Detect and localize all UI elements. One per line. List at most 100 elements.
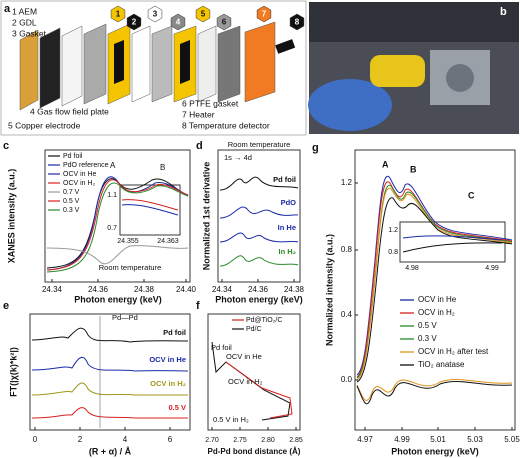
axis-label: Pd-Pd bond distance (Å) bbox=[208, 447, 301, 456]
plate bbox=[83, 23, 107, 105]
x-tick-label: 2.75 bbox=[233, 437, 247, 444]
inset-tick-label: 0.8 bbox=[388, 249, 398, 256]
point-label: Pd foil bbox=[211, 343, 232, 352]
panel-label: g bbox=[312, 142, 319, 154]
curve-label: Pd foil bbox=[163, 328, 186, 337]
x-tick-label: 4.99 bbox=[394, 435, 410, 444]
legend-item: 0.3 V bbox=[418, 334, 437, 343]
peak-label: A bbox=[110, 161, 116, 170]
axis-label: FT(|χ(k)*k²|) bbox=[8, 347, 18, 397]
legend-item: OCV in H₂ bbox=[418, 308, 455, 317]
curve-label: In He bbox=[278, 223, 296, 232]
legend-item: 0.7 V bbox=[63, 189, 80, 196]
x-tick-label: 6 bbox=[168, 435, 173, 444]
legend-item: 7 Heater bbox=[182, 109, 215, 119]
curve bbox=[31, 327, 189, 343]
peak-label: A bbox=[382, 159, 389, 169]
note: 1s → 4d bbox=[224, 153, 252, 162]
inset-tick-label: 24.355 bbox=[117, 238, 139, 245]
number-badge bbox=[216, 13, 232, 31]
x-tick-label: 2.70 bbox=[205, 437, 219, 444]
legend-item: 2 GDL bbox=[12, 17, 37, 27]
panel-label: b bbox=[500, 6, 507, 18]
x-tick-label: 4.97 bbox=[357, 435, 373, 444]
axes-e bbox=[29, 313, 191, 431]
panel-label: c bbox=[3, 140, 9, 152]
legend-item: OCV in He bbox=[418, 295, 457, 304]
note: Room temperature bbox=[228, 140, 291, 149]
plate bbox=[131, 25, 151, 103]
x-tick-label: 24.34 bbox=[42, 285, 63, 294]
axis-label: Photon energy (keV) bbox=[215, 294, 303, 304]
cell-stack bbox=[19, 21, 296, 111]
curve bbox=[356, 197, 513, 383]
legend-item: OCV in He bbox=[63, 171, 97, 178]
inset-tick-label: 4.99 bbox=[485, 265, 499, 272]
photo-shadow bbox=[309, 2, 519, 42]
badge-number: 6 bbox=[222, 18, 227, 27]
pd-c-path bbox=[211, 341, 291, 421]
inset-tick-label: 1.1 bbox=[107, 192, 117, 199]
curve bbox=[356, 379, 513, 401]
number-badge bbox=[170, 13, 186, 31]
curves-g bbox=[356, 175, 513, 405]
curve bbox=[219, 206, 299, 219]
axes-c bbox=[44, 149, 191, 283]
x-tick-label: 2 bbox=[78, 435, 83, 444]
detector bbox=[275, 39, 296, 54]
curve bbox=[31, 356, 189, 372]
x-tick-label: 2.80 bbox=[261, 437, 275, 444]
legend-item: OCV in H₂ bbox=[63, 180, 96, 187]
note: Pd—Pd bbox=[112, 313, 138, 322]
badge-number: 1 bbox=[116, 10, 121, 19]
axis-label: XANES intensity (a.u.) bbox=[6, 169, 16, 264]
legend-item: 3 Gasket bbox=[12, 28, 47, 38]
curve bbox=[31, 382, 188, 396]
legend-item: TiO₂ anatase bbox=[418, 360, 465, 369]
axes-g bbox=[354, 149, 516, 431]
legend-item: 8 Temperature detector bbox=[182, 120, 270, 130]
plate-window bbox=[114, 40, 124, 84]
inset-curve bbox=[121, 204, 179, 216]
inset-tick-label: 24.363 bbox=[157, 238, 179, 245]
legend-item: 0.5 V bbox=[418, 321, 437, 330]
axis-label: Normalized 1st derivative bbox=[201, 162, 211, 271]
plate bbox=[19, 29, 39, 111]
x-tick-label: 2.85 bbox=[289, 437, 303, 444]
panel-label: f bbox=[196, 300, 200, 312]
legend-item: PdO reference bbox=[63, 162, 109, 169]
x-tick-label: 24.36 bbox=[88, 285, 109, 294]
number-badge bbox=[195, 5, 211, 23]
axis-label: Normalized intensity (a.u.) bbox=[324, 234, 334, 346]
curve bbox=[356, 187, 513, 381]
photo bbox=[308, 2, 519, 134]
badge-number: 8 bbox=[295, 18, 300, 27]
x-tick-label: 24.34 bbox=[212, 285, 233, 294]
plate bbox=[39, 27, 61, 109]
point-label: OCV in He bbox=[226, 352, 262, 361]
plate-window bbox=[180, 40, 190, 84]
plate bbox=[217, 25, 241, 103]
curve bbox=[46, 245, 189, 265]
badge-number: 3 bbox=[153, 10, 158, 19]
inset-tick-label: 1.2 bbox=[388, 227, 398, 234]
pd-tio2-path bbox=[225, 361, 293, 419]
curve-label: OCV in He bbox=[149, 355, 186, 364]
legend-item: 0.3 V bbox=[63, 207, 80, 214]
x-tick-label: 4 bbox=[123, 435, 128, 444]
legend-item: 6 PTFE gasket bbox=[182, 98, 239, 108]
cell bbox=[370, 55, 425, 87]
inset-g bbox=[399, 221, 506, 263]
heater bbox=[244, 21, 276, 103]
curves-e bbox=[31, 316, 189, 428]
inset-curve bbox=[402, 235, 503, 241]
x-tick-label: 24.40 bbox=[176, 285, 197, 294]
curve bbox=[219, 255, 299, 267]
axis-label: Photon energy (keV) bbox=[74, 294, 162, 304]
curve-label: OCV in H₂ bbox=[150, 379, 186, 388]
points-f bbox=[211, 341, 293, 421]
legend-item: 1 AEM bbox=[12, 6, 37, 16]
badge-number: 4 bbox=[176, 18, 181, 27]
knob bbox=[446, 64, 474, 92]
